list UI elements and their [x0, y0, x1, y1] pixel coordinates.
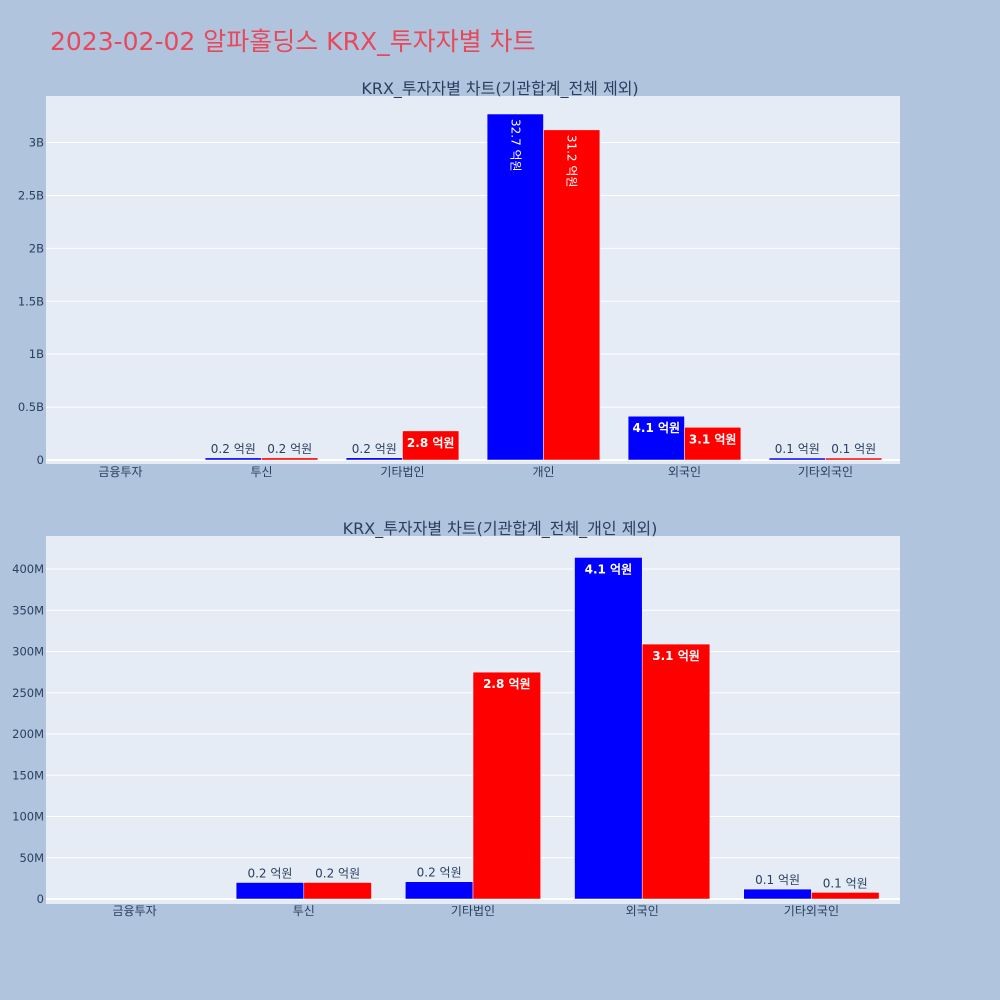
bar-series-2[interactable] — [684, 427, 742, 461]
bar-series-1[interactable] — [345, 457, 403, 461]
bar-series-1[interactable] — [768, 457, 826, 461]
plot-area — [46, 96, 900, 464]
bar-series-2[interactable] — [472, 671, 541, 900]
bar-series-1[interactable] — [405, 881, 474, 900]
bar-series-2[interactable] — [543, 129, 601, 461]
chart-title: KRX_투자자별 차트(기관합계_전체_개인 제외) — [343, 519, 658, 539]
y-tick-label: 50M — [19, 851, 44, 865]
bar-series-2[interactable] — [303, 882, 372, 900]
y-tick-label: 150M — [12, 768, 44, 782]
y-tick-label: 0 — [37, 892, 44, 906]
data-label: 3.1 억원 — [689, 432, 737, 446]
bar-series-1[interactable] — [235, 882, 305, 900]
bar-series-1[interactable] — [204, 457, 262, 461]
x-tick-label: 기타법인 — [380, 465, 424, 479]
y-tick-label: 0 — [37, 453, 44, 467]
data-label: 0.1 억원 — [831, 442, 876, 456]
y-tick-label: 1.5B — [18, 294, 44, 308]
y-tick-label: 100M — [12, 810, 44, 824]
data-label: 31.2 억원 — [565, 135, 579, 188]
data-label: 0.1 억원 — [755, 873, 800, 887]
data-label: 0.2 억원 — [211, 442, 256, 456]
chart-title: KRX_투자자별 차트(기관합계_전체 제외) — [361, 79, 638, 99]
x-tick-label: 투신 — [250, 465, 272, 479]
x-tick-label: 기타법인 — [451, 904, 495, 918]
x-tick-label: 금융투자 — [113, 904, 157, 918]
bar-series-2[interactable] — [641, 643, 711, 900]
x-tick-label: 외국인 — [626, 904, 659, 918]
x-tick-label: 금융투자 — [98, 465, 142, 479]
data-label: 4.1 억원 — [585, 562, 633, 576]
bar-series-2[interactable] — [811, 892, 880, 900]
x-tick-label: 기타외국인 — [784, 904, 839, 918]
page-title: 2023-02-02 알파홀딩스 KRX_투자자별 차트 — [50, 27, 536, 56]
data-label: 0.2 억원 — [417, 866, 462, 880]
data-label: 0.1 억원 — [775, 442, 820, 456]
bar-series-1[interactable] — [574, 557, 643, 900]
bar-series-1[interactable] — [743, 888, 812, 900]
y-tick-label: 200M — [12, 727, 44, 741]
y-tick-label: 1B — [29, 347, 44, 361]
chart-2: 0 50M 100M 150M 200M 250M 300M 350M 400M KRX_투자자별… — [12, 519, 900, 918]
data-label: 0.2 억원 — [267, 442, 312, 456]
x-tick-label: 기타외국인 — [798, 465, 853, 479]
bar-series-2[interactable] — [402, 430, 460, 461]
data-label: 4.1 억원 — [633, 421, 681, 435]
data-label: 0.1 억원 — [823, 876, 868, 890]
x-tick-label: 외국인 — [668, 465, 701, 479]
data-label: 2.8 억원 — [407, 436, 455, 450]
chart-1: 0 0.5B 1B 1.5B 2B 2.5B 3B KRX_투자자별 차트(기관합계_전체 제… — [18, 79, 900, 479]
data-label: 32.7 억원 — [508, 119, 522, 172]
y-tick-label: 0.5B — [18, 400, 44, 414]
y-tick-label: 400M — [12, 562, 44, 576]
y-tick-label: 2.5B — [18, 188, 44, 202]
data-label: 0.2 억원 — [315, 867, 360, 881]
bar-series-2[interactable] — [825, 457, 883, 461]
bar-series-1[interactable] — [627, 415, 685, 461]
x-tick-label: 투신 — [293, 904, 315, 918]
data-label: 0.2 억원 — [247, 867, 292, 881]
y-tick-label: 350M — [12, 603, 44, 617]
bar-series-1[interactable] — [486, 113, 544, 461]
bar-series-2[interactable] — [261, 457, 319, 461]
y-tick-label: 300M — [12, 645, 44, 659]
x-tick-label: 개인 — [532, 465, 554, 479]
data-label: 0.2 억원 — [352, 442, 397, 456]
y-tick-label: 3B — [29, 136, 44, 150]
y-tick-label: 2B — [29, 241, 44, 255]
data-label: 3.1 억원 — [652, 649, 700, 663]
y-tick-label: 250M — [12, 686, 44, 700]
data-label: 2.8 억원 — [483, 677, 531, 691]
